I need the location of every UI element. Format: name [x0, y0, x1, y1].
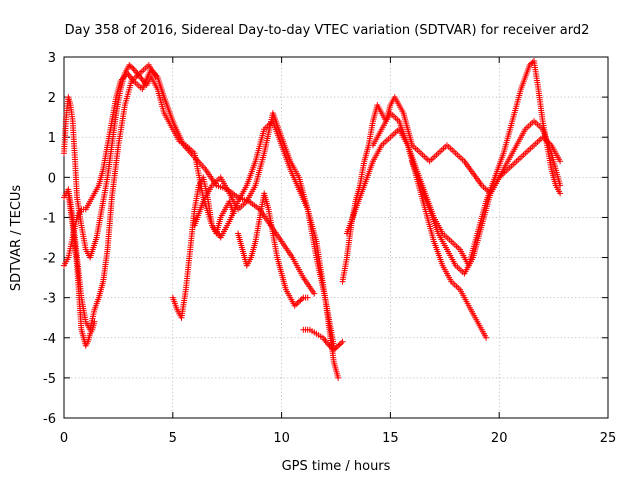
data-point — [129, 64, 136, 71]
y-tick-label: 3 — [48, 51, 56, 66]
y-tick-label: -6 — [43, 412, 56, 427]
y-tick-labels: -6 -5 -4 -3 -2 -1 0 1 2 3 — [43, 51, 56, 427]
series-sat-f — [191, 110, 342, 381]
data-point — [327, 344, 334, 351]
series-sat-a — [61, 62, 337, 349]
y-tick-label: 0 — [48, 171, 56, 186]
x-tick-label: 0 — [60, 431, 68, 446]
y-axis-label: SDTVAR / TECUs — [9, 185, 24, 292]
data-point — [557, 182, 564, 189]
data-point — [230, 210, 237, 217]
data-point — [297, 297, 304, 304]
plot-frame — [63, 56, 609, 419]
data-point — [335, 342, 342, 349]
y-tick-label: -4 — [43, 332, 56, 347]
x-tick-label: 10 — [273, 431, 290, 446]
y-tick-label: -5 — [43, 372, 56, 387]
y-tick-label: 1 — [48, 131, 56, 146]
data-point — [339, 338, 346, 345]
data-points — [61, 58, 564, 381]
data-point — [526, 62, 533, 69]
data-point — [298, 296, 305, 303]
data-point — [326, 342, 333, 349]
data-point — [293, 301, 300, 308]
x-tick-label: 25 — [600, 431, 617, 446]
data-point — [333, 344, 340, 351]
series-sat-e — [169, 174, 237, 321]
data-point — [127, 63, 134, 70]
data-point — [126, 62, 133, 69]
data-point — [294, 300, 301, 307]
x-tick-labels: 0 5 10 15 20 25 — [60, 431, 616, 446]
chart-title: Day 358 of 2016, Sidereal Day-to-day VTE… — [65, 23, 590, 38]
x-tick-label: 15 — [382, 431, 399, 446]
x-tick-label: 20 — [491, 431, 508, 446]
data-point — [338, 340, 345, 347]
data-point — [483, 334, 490, 341]
data-point — [528, 60, 535, 67]
x-tick-label: 5 — [169, 431, 177, 446]
y-tick-label: -3 — [43, 292, 56, 307]
data-point — [335, 374, 342, 381]
data-point — [304, 294, 311, 301]
data-point — [291, 302, 298, 309]
series-sat-h — [300, 326, 346, 353]
data-point — [152, 74, 159, 81]
data-point — [296, 298, 303, 305]
y-tick-label: 2 — [48, 91, 56, 106]
data-point — [332, 345, 339, 352]
data-point — [336, 341, 343, 348]
y-tick-label: -2 — [43, 252, 56, 267]
data-point — [557, 158, 564, 165]
data-point — [557, 190, 564, 197]
series-sat-d — [65, 190, 98, 349]
x-axis-label: GPS time / hours — [282, 459, 391, 474]
data-point — [91, 318, 98, 325]
series-sat-l — [409, 118, 564, 277]
y-tick-label: -1 — [43, 211, 56, 226]
data-point — [330, 346, 337, 353]
data-point — [311, 290, 318, 297]
series-sat-g — [235, 190, 311, 309]
